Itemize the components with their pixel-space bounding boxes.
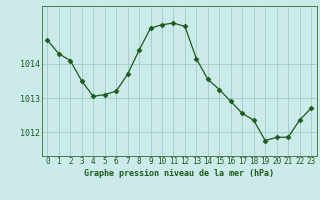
X-axis label: Graphe pression niveau de la mer (hPa): Graphe pression niveau de la mer (hPa) [84,169,274,178]
